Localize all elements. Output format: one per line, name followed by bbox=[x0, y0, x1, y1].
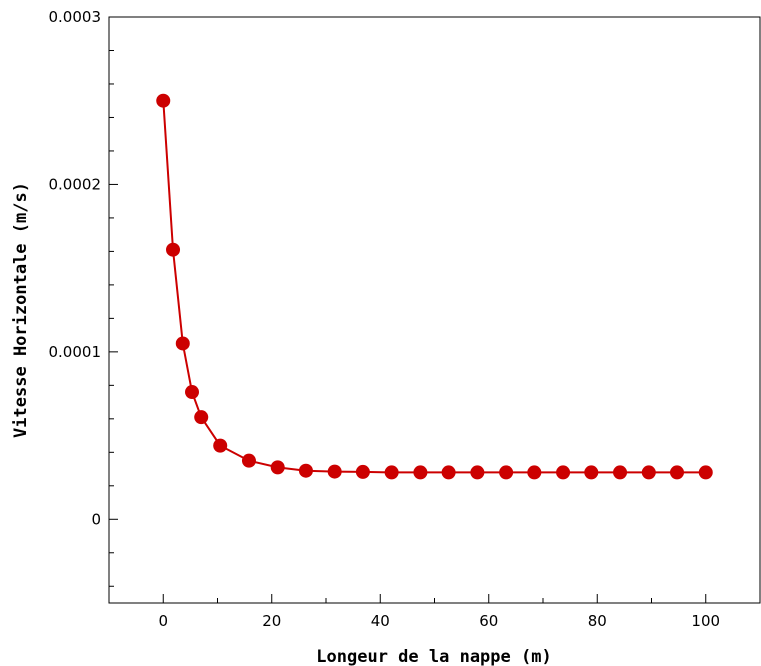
x-tick-label: 100 bbox=[691, 612, 720, 630]
data-point bbox=[698, 465, 713, 480]
data-point bbox=[213, 438, 228, 453]
data-point bbox=[384, 465, 399, 480]
data-point bbox=[669, 465, 684, 480]
data-point bbox=[166, 242, 181, 257]
data-point bbox=[556, 465, 571, 480]
data-point bbox=[298, 463, 313, 478]
x-tick-label: 0 bbox=[158, 612, 168, 630]
data-point bbox=[270, 460, 285, 475]
data-point bbox=[584, 465, 599, 480]
x-tick-label: 20 bbox=[262, 612, 281, 630]
data-point bbox=[194, 410, 209, 425]
y-axis-title: Vitesse Horizontale (m/s) bbox=[11, 182, 31, 438]
y-tick-label: 0 bbox=[91, 510, 101, 528]
y-minor-ticks bbox=[109, 49, 114, 587]
data-point bbox=[241, 453, 256, 468]
x-tick-label: 80 bbox=[588, 612, 607, 630]
data-point bbox=[413, 465, 428, 480]
x-axis-ticks: 0 20 40 60 80 100 bbox=[158, 594, 720, 630]
data-point bbox=[613, 465, 628, 480]
data-point bbox=[185, 385, 200, 400]
series-line bbox=[162, 100, 706, 474]
plot-frame bbox=[108, 16, 761, 604]
data-point bbox=[527, 465, 542, 480]
x-axis-title: Longeur de la nappe (m) bbox=[316, 647, 551, 666]
x-tick-label: 40 bbox=[371, 612, 390, 630]
y-tick-label: 0.0001 bbox=[49, 343, 102, 361]
data-point bbox=[470, 465, 485, 480]
data-point bbox=[641, 465, 656, 480]
series-markers bbox=[156, 93, 713, 480]
data-point bbox=[327, 464, 342, 479]
data-point bbox=[175, 336, 190, 351]
data-point bbox=[355, 464, 370, 479]
data-point bbox=[156, 93, 171, 108]
data-point bbox=[441, 465, 456, 480]
y-tick-label: 0.0003 bbox=[49, 8, 102, 26]
y-tick-label: 0.0002 bbox=[49, 175, 102, 193]
x-tick-label: 60 bbox=[479, 612, 498, 630]
x-minor-ticks bbox=[108, 598, 761, 603]
data-point bbox=[499, 465, 514, 480]
y-axis-ticks: 0 0.0001 0.0002 0.0003 bbox=[49, 8, 118, 528]
